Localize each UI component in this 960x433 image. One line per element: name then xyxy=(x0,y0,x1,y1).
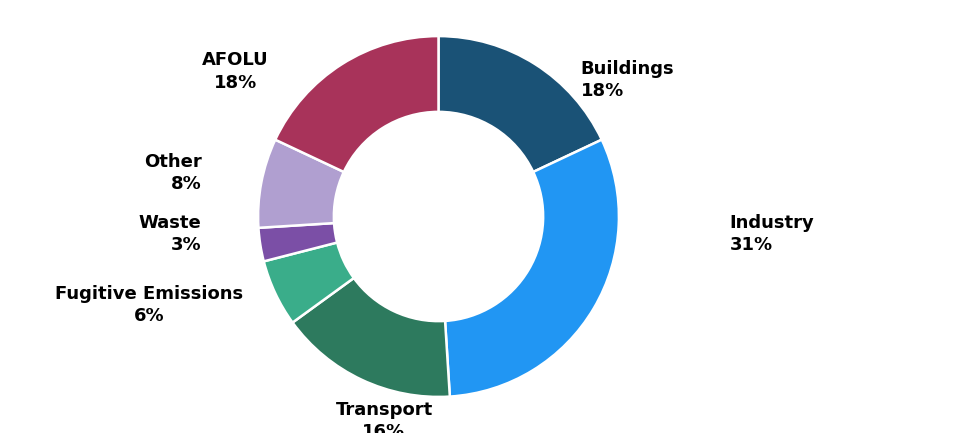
Text: AFOLU
18%: AFOLU 18% xyxy=(202,52,269,91)
Wedge shape xyxy=(445,140,619,397)
Text: Waste
3%: Waste 3% xyxy=(139,214,202,254)
Text: Other
8%: Other 8% xyxy=(144,153,202,193)
Text: Buildings
18%: Buildings 18% xyxy=(581,60,675,100)
Wedge shape xyxy=(293,278,450,397)
Wedge shape xyxy=(439,36,602,172)
Wedge shape xyxy=(258,223,337,262)
Wedge shape xyxy=(276,36,439,172)
Text: Transport
16%: Transport 16% xyxy=(335,401,433,433)
Text: Fugitive Emissions
6%: Fugitive Emissions 6% xyxy=(55,285,243,325)
Wedge shape xyxy=(258,140,344,228)
Text: Industry
31%: Industry 31% xyxy=(730,214,814,254)
Wedge shape xyxy=(264,242,354,323)
